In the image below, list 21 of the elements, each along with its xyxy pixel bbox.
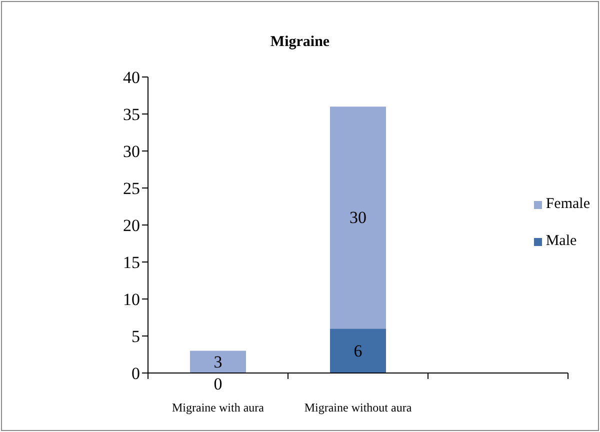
- bar: [330, 328, 386, 373]
- legend-label: Male: [546, 233, 577, 250]
- data-label: 30: [350, 208, 366, 228]
- data-label: 0: [214, 374, 222, 394]
- chart-title: Migraine: [269, 34, 331, 51]
- y-tick-label: 20: [123, 216, 140, 236]
- y-tick-label: 15: [123, 253, 140, 272]
- y-tick-label: 40: [123, 68, 140, 88]
- x-tick-label: Migraine without aura: [304, 400, 412, 415]
- y-tick-label: 0: [132, 364, 140, 384]
- y-tick-label: 30: [123, 142, 140, 162]
- bar: [190, 350, 246, 373]
- data-label: 3: [214, 352, 222, 372]
- x-tick-label: Migraine with aura: [172, 400, 265, 415]
- y-tick-label: 35: [123, 105, 140, 124]
- y-tick-label: 10: [123, 290, 140, 310]
- y-tick-label: 5: [132, 327, 140, 346]
- y-tick-label: 25: [123, 179, 140, 198]
- bar: [330, 106, 386, 329]
- data-label: 6: [354, 341, 362, 360]
- legend-label: Female: [546, 196, 590, 213]
